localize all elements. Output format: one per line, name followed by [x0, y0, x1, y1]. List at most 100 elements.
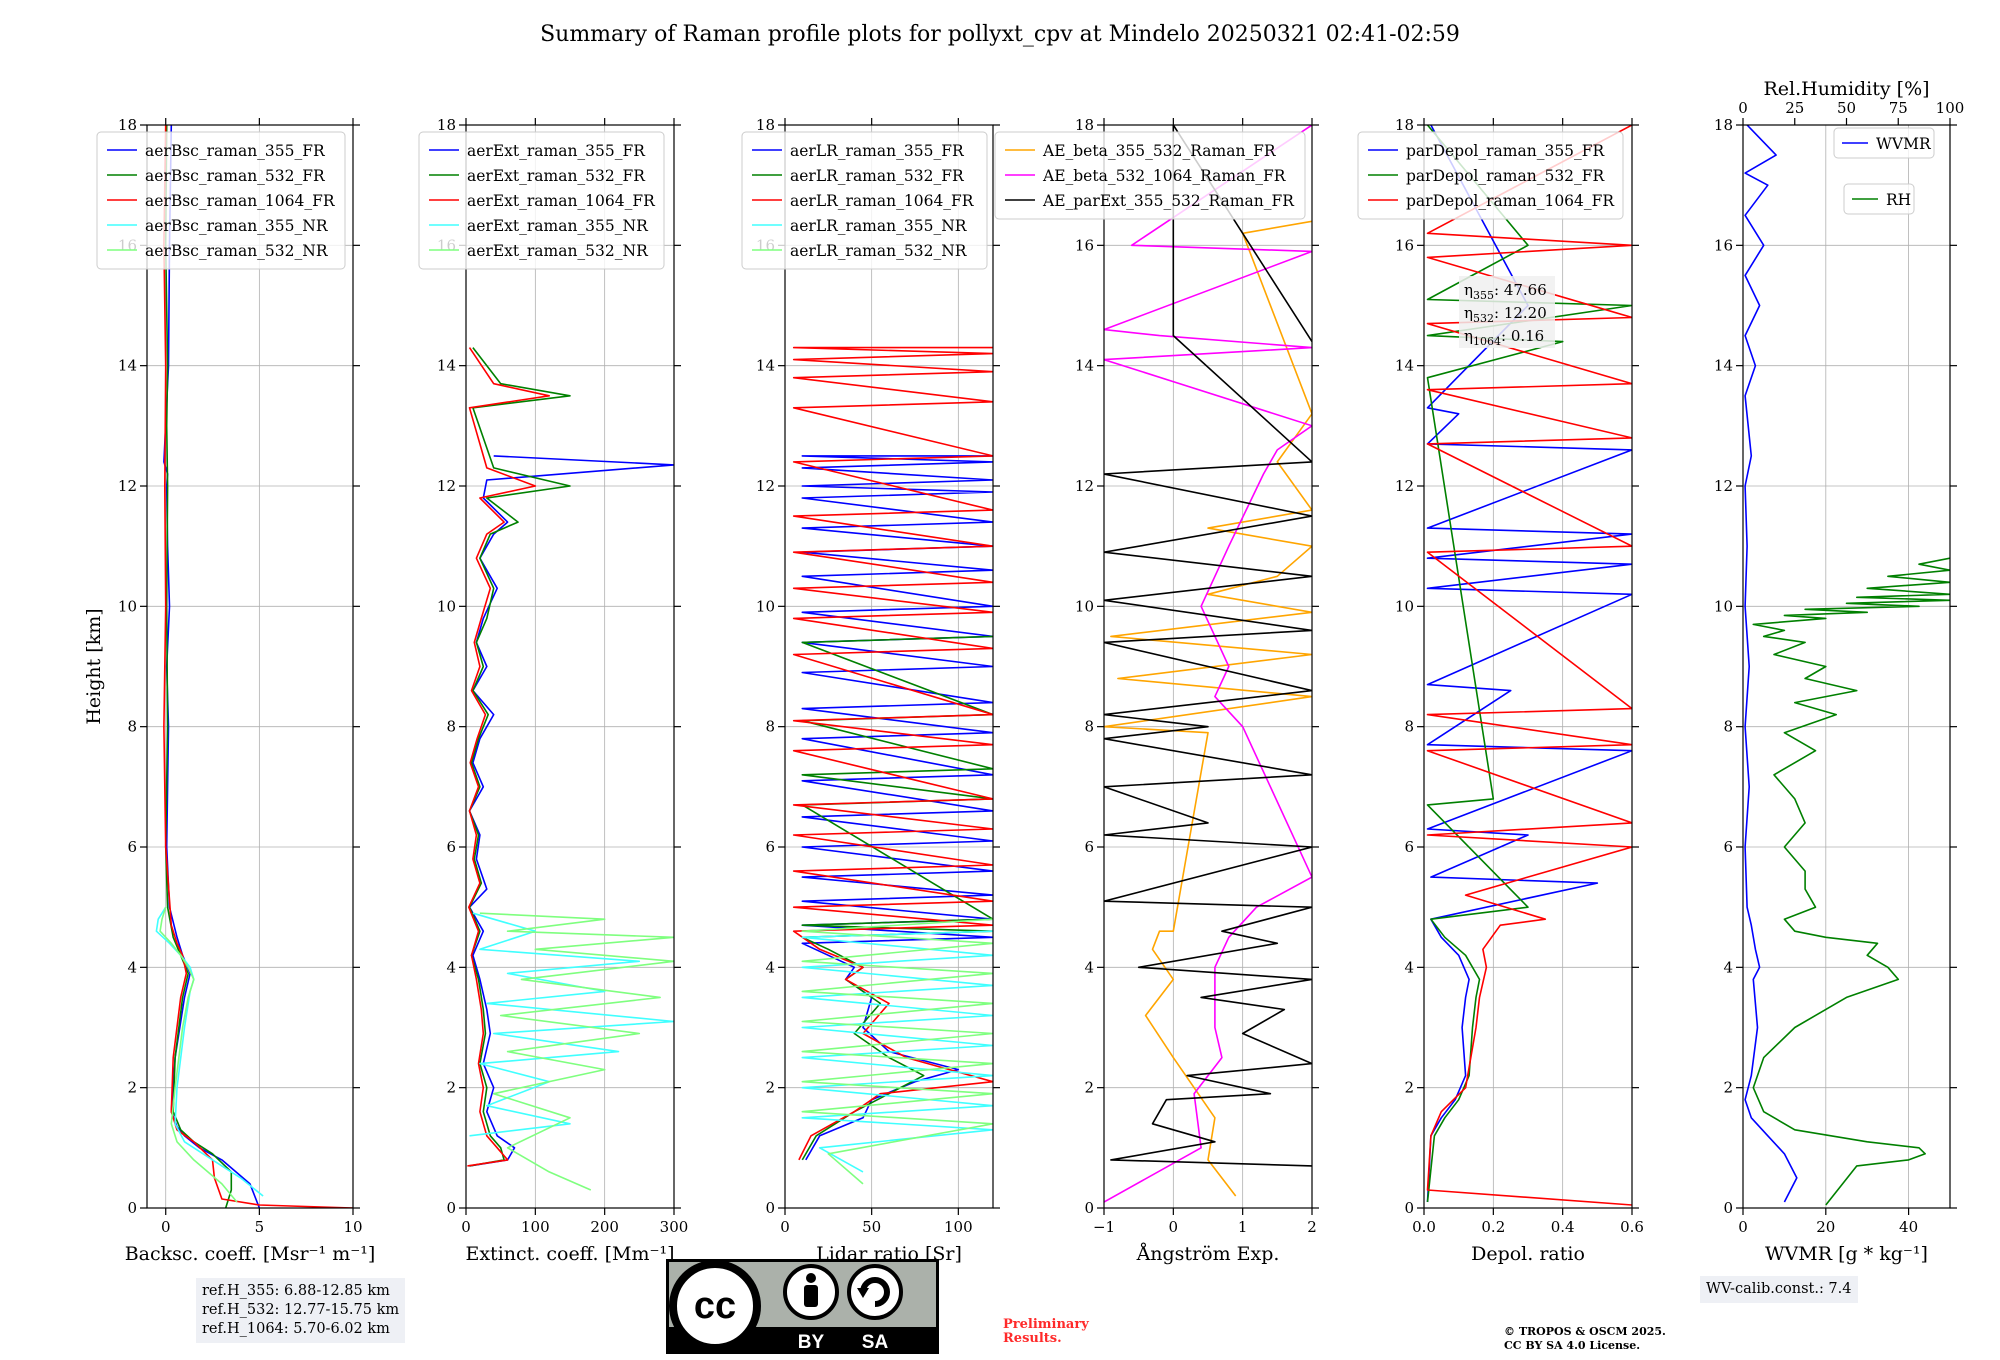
panel-depol: 0 2 4 6 8 10 12 14 16 18 0.0 0.2 0.4 0.6 Depol. ratio	[1395, 116, 1644, 1265]
legend-label: aerLR_raman_355_FR	[790, 142, 965, 160]
x-tick-label: 300	[660, 1218, 689, 1236]
y-tick-label: 2	[1723, 1079, 1733, 1097]
legend-lr: aerLR_raman_355_FR aerLR_raman_532_FR aerL…	[741, 131, 988, 270]
x-tick-label: 0	[780, 1218, 790, 1236]
x-tick-label: 5	[255, 1218, 265, 1236]
x2-tick-label: 0	[1738, 99, 1748, 117]
legend-box	[1357, 131, 1624, 220]
legend-box	[1843, 183, 1915, 215]
legend-WVMR: WVMR	[1833, 127, 1935, 159]
legend-label: aerBsc_raman_355_NR	[145, 217, 329, 235]
axes-frame	[1423, 124, 1633, 1209]
legend-label: aerLR_raman_532_FR	[790, 167, 965, 185]
y-tick-label: 4	[446, 958, 456, 976]
legend-label: WVMR	[1876, 135, 1932, 153]
y-tick-label: 2	[1404, 1079, 1414, 1097]
y-tick-label: 14	[1395, 357, 1414, 375]
y-tick-label: 12	[437, 477, 456, 495]
preliminary-note: Preliminary Results.	[1003, 1318, 1089, 1346]
y-tick-label: 2	[1084, 1079, 1094, 1097]
legend-label: aerBsc_raman_532_NR	[145, 242, 329, 260]
series-group	[467, 347, 674, 1191]
series-line-aerExt_raman_1064_FR	[467, 347, 551, 1167]
series-line-aerExt_raman_532_FR	[468, 347, 571, 1167]
by-label: BY	[798, 1332, 825, 1353]
y-tick-label: 6	[1084, 838, 1094, 856]
legend-label: aerBsc_raman_1064_FR	[145, 192, 336, 210]
panel-bsc: 0246810121416180510Backsc. coeff. [Msr⁻¹…	[83, 116, 375, 1265]
legend-bsc: aerBsc_raman_355_FR aerBsc_raman_532_FRae…	[96, 131, 346, 270]
x-axis-label: Depol. ratio	[1471, 1243, 1585, 1265]
legend-label: parDepol_raman_355_FR	[1406, 142, 1606, 160]
series-line-aerLR_raman_1064_FR	[792, 346, 993, 1161]
x-tick-label: 200	[590, 1218, 619, 1236]
y-tick-label: 0	[1404, 1199, 1414, 1217]
axes-frame	[784, 124, 994, 1209]
legend-depol: parDepol_raman_355_FR parDepol_raman_532_…	[1357, 131, 1624, 220]
series-line-AE_parExt_355_532_Raman_FR	[1104, 125, 1312, 1167]
y-tick-label: 12	[1395, 477, 1414, 495]
y-tick-label: 14	[437, 357, 456, 375]
series-line-AE_beta_532_1064_Raman_FR	[1104, 125, 1312, 1203]
y-tick-label: 16	[1395, 236, 1414, 254]
y-tick-label: 18	[756, 116, 775, 134]
x2-tick-label: 75	[1889, 99, 1908, 117]
legend-label: aerExt_raman_355_NR	[467, 217, 649, 235]
y-tick-label: 8	[1084, 718, 1094, 736]
sa-icon	[847, 1264, 903, 1320]
y-tick-label: 4	[1404, 958, 1414, 976]
y-tick-label: 12	[118, 477, 137, 495]
legend-label: parDepol_raman_1064_FR	[1406, 192, 1615, 210]
ref-height-355: ref.H_355: 6.88-12.85 km	[202, 1283, 390, 1299]
legend-box	[741, 131, 988, 270]
series-line-aerBsc_raman_1064_FR	[163, 125, 353, 1208]
x-tick-label: 0	[1738, 1218, 1748, 1236]
series-line-parDepol_raman_355_FR	[1426, 125, 1632, 1203]
annotation-text: η1064: 0.16	[1464, 327, 1544, 348]
axes-frame	[146, 124, 354, 1209]
y-tick-label: 10	[1714, 597, 1733, 615]
series-line-aerLR_raman_355_FR	[801, 455, 993, 1161]
y-tick-label: 8	[765, 718, 775, 736]
copyright-line-2: CC BY SA 4.0 License.	[1504, 1339, 1641, 1352]
x-tick-label: 0.6	[1620, 1218, 1644, 1236]
y-tick-label: 10	[756, 597, 775, 615]
ref-height-532: ref.H_532: 12.77-15.75 km	[202, 1302, 400, 1318]
cc-by-sa-badge: cc BY SA	[666, 1259, 939, 1354]
y-tick-label: 18	[1075, 116, 1094, 134]
x-axis-label: Backsc. coeff. [Msr⁻¹ m⁻¹]	[125, 1243, 376, 1265]
series-line-aerBsc_raman_355_FR	[163, 125, 261, 1208]
axes-frame	[1103, 124, 1313, 1209]
series-line-parDepol_raman_1064_FR	[1426, 125, 1632, 1206]
x-tick-label: 50	[862, 1218, 881, 1236]
y-tick-label: 16	[1714, 236, 1733, 254]
x-tick-label: 0	[161, 1218, 171, 1236]
y-tick-label: 6	[1723, 838, 1733, 856]
axes-frame	[465, 124, 675, 1209]
series-group	[1744, 125, 1950, 1206]
legend-label: aerLR_raman_1064_FR	[790, 192, 975, 210]
x-tick-label: 0.2	[1481, 1218, 1505, 1236]
y-tick-label: 6	[127, 838, 137, 856]
legend-label: parDepol_raman_532_FR	[1406, 167, 1606, 185]
x2-tick-label: 25	[1785, 99, 1804, 117]
x-tick-label: 2	[1307, 1218, 1317, 1236]
y-tick-label: 18	[437, 116, 456, 134]
y-tick-label: 10	[1395, 597, 1414, 615]
x-axis-label: WVMR [g * kg⁻¹]	[1765, 1243, 1928, 1265]
series-line-RH	[1752, 557, 1950, 1206]
legend-label: RH	[1886, 191, 1911, 209]
x2-axis-label: Rel.Humidity [%]	[1763, 78, 1929, 100]
y-tick-label: 12	[1714, 477, 1733, 495]
y-tick-label: 14	[1075, 357, 1094, 375]
series-group	[1104, 125, 1312, 1203]
y-tick-label: 10	[118, 597, 137, 615]
legend-label: AE_beta_355_532_Raman_FR	[1042, 142, 1277, 160]
wv-calib-text: WV-calib.const.: 7.4	[1706, 1281, 1852, 1297]
x-tick-label: 0	[1169, 1218, 1179, 1236]
y-axis-label: Height [km]	[83, 608, 105, 724]
legend-label: aerExt_raman_355_FR	[467, 142, 646, 160]
series-group	[155, 125, 353, 1208]
y-tick-label: 14	[1714, 357, 1733, 375]
